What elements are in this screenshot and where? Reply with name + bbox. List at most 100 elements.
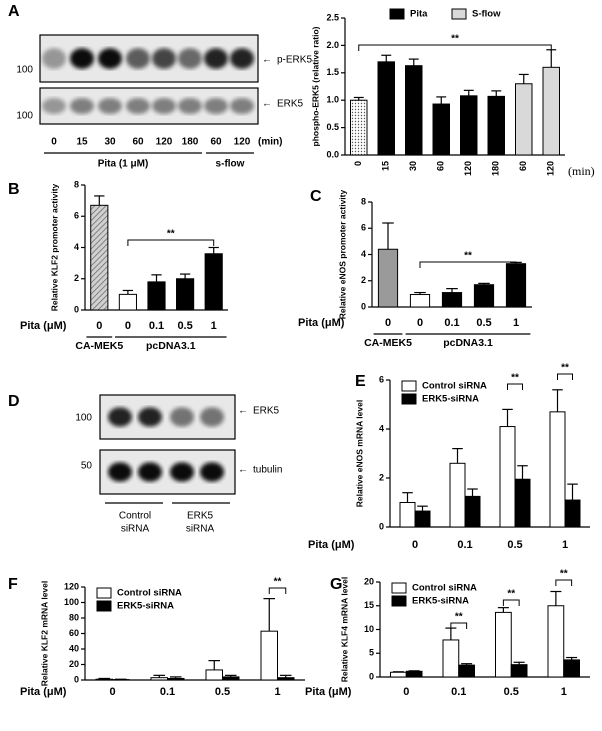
blot-band: [126, 98, 150, 114]
group-label: pcDNA3.1: [146, 340, 196, 352]
bar: [441, 292, 463, 308]
x-tick-label: 30: [408, 161, 418, 171]
blot-band: [178, 48, 202, 69]
y-tick-label: 15: [364, 600, 374, 610]
bar: [409, 294, 431, 308]
group-label: pcDNA3.1: [443, 337, 493, 349]
band-label: p-ERK5: [277, 55, 312, 66]
group-label: s-flow: [216, 159, 245, 170]
significance-label: **: [560, 569, 568, 580]
y-tick-label: 4: [361, 249, 366, 259]
lane-label: 180: [182, 137, 199, 148]
legend-swatch: [391, 595, 407, 607]
bar: [147, 281, 166, 311]
bar: [549, 411, 566, 528]
significance-bracket: [450, 622, 468, 629]
bar: [505, 263, 527, 308]
panel-label: E: [355, 373, 366, 390]
blot-band: [108, 462, 132, 482]
bar: [499, 426, 516, 528]
lane-label: 120: [234, 137, 251, 148]
lane-label: 60: [132, 137, 144, 148]
blot-band: [230, 48, 254, 69]
blot-band: [138, 462, 162, 482]
bar: [390, 671, 407, 678]
legend-label: ERK5-siRNA: [117, 601, 174, 612]
y-tick-label: 8: [361, 196, 366, 206]
legend-label: ERK5-siRNA: [412, 596, 469, 607]
legend-swatch: [96, 587, 112, 599]
blot-band: [170, 462, 194, 482]
bar: [442, 639, 460, 678]
group-label: Pita (1 μM): [98, 159, 149, 170]
legend-swatch: [389, 8, 405, 20]
blot-band: [126, 48, 150, 69]
bar: [260, 630, 278, 681]
arrow: ←: [238, 465, 248, 476]
x-tick-label: 60: [518, 161, 528, 171]
legend-label: Control siRNA: [412, 583, 477, 594]
bar: [495, 611, 512, 678]
y-tick-label: 8: [74, 179, 79, 189]
band-label: ERK5: [277, 99, 304, 110]
bar: [547, 605, 565, 678]
significance-label: **: [167, 229, 175, 240]
x-tick-label: 0.1: [457, 539, 472, 551]
arrow: ←: [238, 406, 248, 417]
group-label: Control: [119, 511, 151, 522]
bar: [405, 65, 423, 156]
y-tick-label: 0: [369, 671, 374, 681]
y-tick-label: 80: [69, 612, 79, 622]
legend-swatch: [96, 600, 112, 612]
x-tick-label: 0: [109, 686, 115, 698]
group-label: ERK5: [187, 511, 214, 522]
bar: [118, 293, 137, 311]
significance-label: **: [464, 251, 472, 262]
marker-label: 100: [75, 413, 92, 424]
band-label: tubulin: [253, 465, 282, 476]
bar: [377, 248, 399, 308]
bar: [458, 664, 475, 678]
bar: [514, 478, 531, 528]
bar: [150, 677, 168, 681]
bar: [95, 678, 113, 681]
bar: [222, 676, 240, 681]
x-tick-label: 0: [403, 686, 409, 698]
significance-bracket: [358, 44, 552, 51]
bar: [350, 99, 368, 156]
bar: [449, 462, 466, 528]
x-tick-label: 0: [417, 317, 423, 329]
x-tick-label: 0.5: [507, 539, 522, 551]
lane-label: 120: [156, 137, 173, 148]
x-axis-label: Pita (μM): [20, 320, 67, 332]
x-tick-label: 0: [125, 320, 131, 332]
blot-band: [170, 407, 194, 427]
significance-bracket: [507, 383, 523, 390]
y-tick-label: 0: [361, 301, 366, 311]
y-tick-label: 0: [74, 304, 79, 314]
x-tick-label: 0.1: [444, 317, 459, 329]
y-tick-label: 20: [69, 659, 79, 669]
legend-swatch: [451, 8, 467, 20]
y-tick-label: 2: [74, 273, 79, 283]
marker-label: 50: [81, 461, 93, 472]
bar: [432, 103, 450, 156]
bar: [464, 495, 481, 528]
x-axis-label: Pita (μM): [20, 686, 67, 698]
legend-swatch: [401, 393, 417, 405]
x-axis-label: (min): [568, 164, 595, 178]
significance-bracket: [268, 587, 287, 594]
bar: [564, 499, 581, 528]
x-tick-label: 1: [561, 686, 567, 698]
y-tick-label: 0: [379, 521, 384, 531]
bar: [515, 83, 533, 156]
x-tick-label: 0.5: [177, 320, 192, 332]
significance-bracket: [127, 239, 215, 246]
legend-label: Control siRNA: [117, 588, 182, 599]
bar: [414, 510, 431, 528]
y-axis-label: Relative KLF4 mRNA level: [339, 577, 349, 683]
x-tick-label: 60: [436, 161, 446, 171]
significance-bracket: [555, 579, 573, 586]
y-tick-label: 10: [364, 624, 374, 634]
